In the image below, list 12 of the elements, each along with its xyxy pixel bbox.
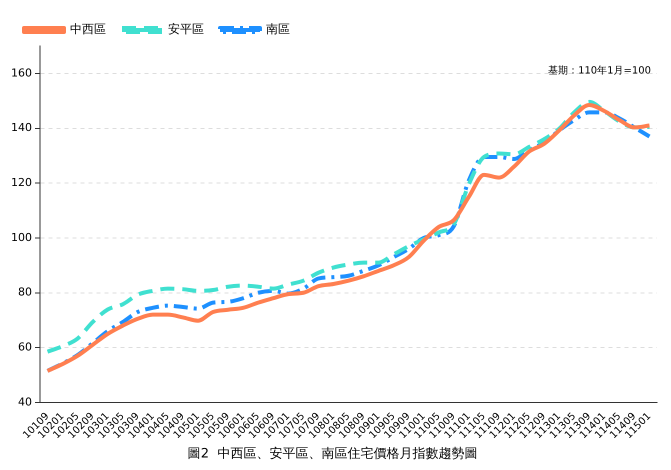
- legend-label: 安平區: [168, 22, 204, 36]
- y-tick-label: 160: [10, 66, 32, 80]
- legend-label: 中西區: [70, 22, 106, 36]
- annotation: 基期：110年1月=100: [548, 64, 651, 77]
- y-tick-label: 120: [10, 176, 32, 189]
- y-tick-label: 80: [18, 286, 32, 299]
- y-tick-label: 100: [10, 230, 32, 244]
- text: 圖2 中西區、安平區、南區住宅價格月指數趨勢圖: [188, 446, 478, 462]
- legend-label: 南區: [266, 22, 290, 36]
- y-tick-label: 40: [18, 395, 32, 408]
- y-tick-label: 140: [10, 121, 32, 134]
- y-tick-label: 60: [18, 340, 32, 354]
